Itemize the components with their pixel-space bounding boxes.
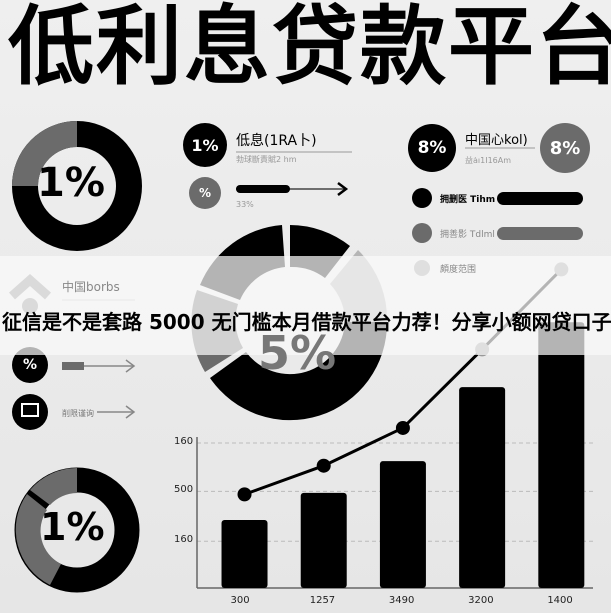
donut-gray-segment (15, 494, 61, 585)
bar (459, 387, 506, 588)
bar (300, 492, 347, 588)
row-bar (497, 227, 583, 240)
progress-label: 33% (236, 200, 254, 209)
row-bar (497, 192, 583, 205)
monitor-icon-bg (12, 394, 48, 430)
arrow-right-icon (337, 182, 349, 196)
left-heading: 中国borbs (62, 280, 120, 294)
donut-bottom-left-label: 1% (40, 505, 105, 549)
card-subtext: 益ȧı1I16Am (465, 156, 512, 165)
y-tick-label: 500 (174, 484, 194, 496)
x-tick-label: 300 (230, 595, 250, 606)
bar (221, 520, 268, 588)
x-tick-label: 1257 (309, 595, 336, 606)
bar (538, 322, 585, 588)
banner-text: 征信是不是套路 5000 无门槛本月借款平台力荐！分享小额网贷口子5 (2, 310, 611, 334)
donut-top-left-label: 1% (37, 160, 105, 206)
bar (379, 461, 426, 588)
row-label: 拥善影 Tdlml (440, 230, 495, 240)
x-tick-label: 1400 (547, 595, 573, 606)
row-icon (412, 188, 432, 208)
trend-point (316, 458, 331, 473)
percent-icon: % (189, 177, 221, 209)
card-heading: 中国心kol) (465, 133, 528, 148)
badge-8pct-right: 8% (540, 123, 590, 173)
donut-bottom-left (14, 467, 140, 593)
card-heading: 低息(1RA卜) (236, 133, 317, 149)
donut-top-left (12, 121, 142, 251)
trend-point (237, 487, 252, 502)
badge-8pct-left: 8% (408, 124, 456, 172)
x-tick-label: 3490 (388, 595, 415, 606)
donut-center-label: 5% (258, 326, 337, 380)
y-tick-label: 160 (174, 534, 194, 546)
y-tick-label: 160 (174, 436, 194, 448)
banner-overlay (0, 256, 611, 355)
donut-gray-segment (30, 468, 77, 505)
trend-point (395, 420, 410, 435)
row-icon (412, 223, 432, 243)
row-label: 拥删医 Tihm (440, 195, 496, 205)
left-row-label: 削限谨询 (62, 409, 94, 418)
progress-fill (236, 185, 290, 193)
bar-line-chart (196, 262, 593, 589)
monitor-icon (21, 403, 39, 417)
badge-1pct: 1% (183, 123, 227, 167)
arrow-right-icon (125, 359, 136, 373)
page-title: 低利息贷款平台 (8, 0, 611, 97)
donut-gray-segment (12, 121, 77, 186)
arrow-right-icon (125, 405, 136, 419)
card-subtext: 勃球斷責賦2 hm (236, 155, 297, 164)
row-label: 頗度范围 (440, 265, 477, 275)
x-tick-label: 3200 (468, 595, 494, 606)
mini-bar (62, 362, 84, 370)
